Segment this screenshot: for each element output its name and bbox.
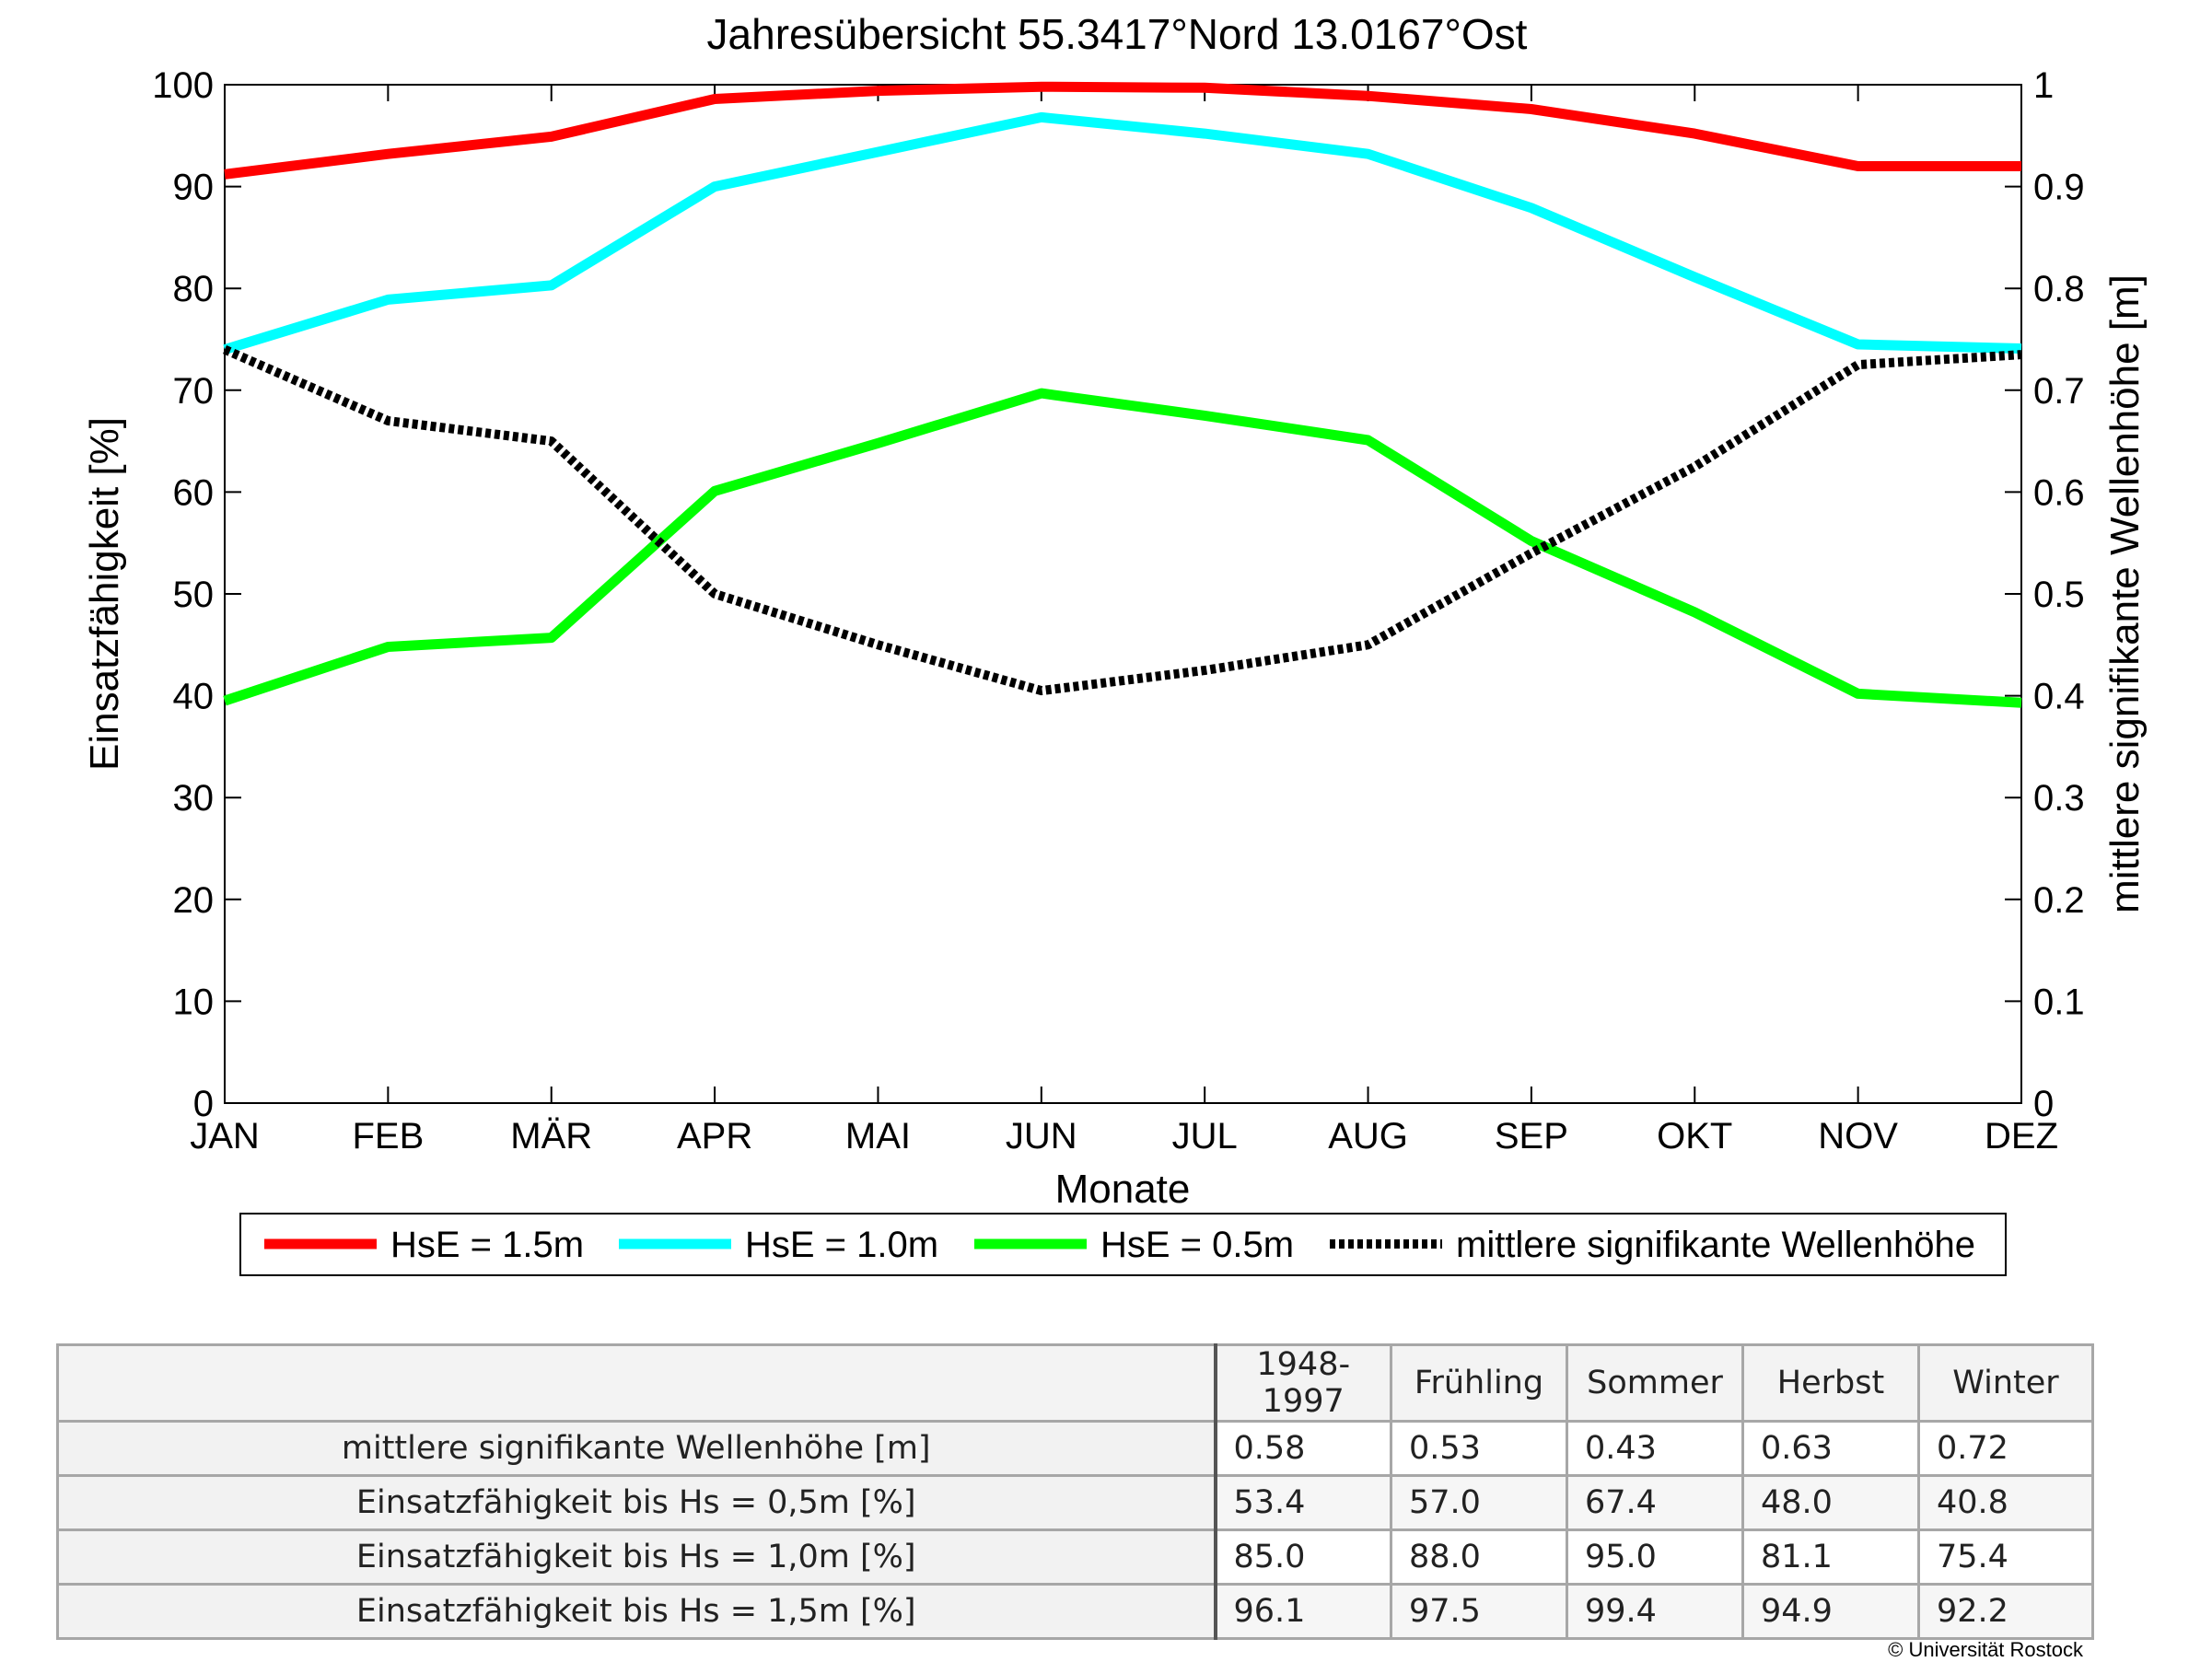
x-tick-label: APR	[677, 1116, 752, 1156]
x-tick-label: JUL	[1172, 1116, 1238, 1156]
copyright-notice: © Universität Rostock	[1888, 1638, 2083, 1661]
header-winter: Winter	[1917, 1343, 2094, 1423]
plot-area	[224, 84, 2022, 1104]
y-right-tick-label: 0.1	[2033, 982, 2085, 1022]
y-left-tick-label: 50	[173, 575, 215, 615]
header-autumn: Herbst	[1741, 1343, 1920, 1423]
row-label: Einsatzfähigkeit bis Hs = 0,5m [%]	[56, 1474, 1217, 1531]
y-left-tick-label: 20	[173, 880, 215, 921]
legend	[239, 1213, 2007, 1276]
y-right-tick-label: 0.4	[2033, 677, 2085, 717]
y-right-tick-label: 0.5	[2033, 575, 2085, 615]
x-tick-label: OKT	[1657, 1116, 1732, 1156]
legend-label-1: HsE = 1.0m	[745, 1225, 938, 1265]
table-row: Einsatzfähigkeit bis Hs = 0,5m [%] 53.4 …	[56, 1474, 2094, 1531]
y-left-tick-label: 40	[173, 677, 215, 717]
table-cell: 92.2	[1917, 1583, 2094, 1640]
table-cell: 88.0	[1390, 1528, 1568, 1586]
y-right-tick-label: 0.2	[2033, 880, 2085, 921]
y-left-tick-label: 30	[173, 778, 215, 819]
y-right-tick-label: 0.7	[2033, 371, 2085, 412]
series-line-3	[223, 345, 2022, 696]
header-spring: Frühling	[1390, 1343, 1568, 1423]
legend-label-2: HsE = 0.5m	[1100, 1225, 1294, 1265]
table-row: Einsatzfähigkeit bis Hs = 1,5m [%] 96.1 …	[56, 1583, 2094, 1640]
table-cell: 75.4	[1917, 1528, 2094, 1586]
legend-entries: HsE = 1.5m HsE = 1.0m HsE = 0.5m mittlere s…	[264, 1225, 1975, 1265]
table-cell: 0.43	[1566, 1420, 1744, 1477]
chart-title: Jahresübersicht 55.3417°Nord 13.0167°Ost	[707, 10, 1528, 58]
table-cell: 0.72	[1917, 1420, 2094, 1477]
table-cell: 40.8	[1917, 1474, 2094, 1531]
row-label: Einsatzfähigkeit bis Hs = 1,5m [%]	[56, 1583, 1217, 1640]
y-left-tick-label: 90	[173, 168, 215, 208]
table-row: Einsatzfähigkeit bis Hs = 1,0m [%] 85.0 …	[56, 1528, 2094, 1586]
x-tick-label: MÄR	[510, 1116, 592, 1156]
row-label: mittlere signifikante Wellenhöhe [m]	[56, 1420, 1217, 1477]
x-tick-label: DEZ	[1985, 1116, 2058, 1156]
table-cell: 95.0	[1566, 1528, 1744, 1586]
row-label: Einsatzfähigkeit bis Hs = 1,0m [%]	[56, 1528, 1217, 1586]
table-cell: 48.0	[1741, 1474, 1920, 1531]
table-cell: 57.0	[1390, 1474, 1568, 1531]
statistics-table: 1948-1997 Frühling Sommer Herbst Winter …	[56, 1343, 2094, 1640]
x-tick-label: MAI	[845, 1116, 911, 1156]
table-cell: 0.58	[1214, 1420, 1392, 1477]
y-left-tick-label: 100	[152, 65, 214, 106]
legend-label-3: mittlere signifikante Wellenhöhe	[1456, 1225, 1975, 1265]
table-cell: 81.1	[1741, 1528, 1920, 1586]
x-tick-label: NOV	[1818, 1116, 1898, 1156]
header-summer: Sommer	[1566, 1343, 1744, 1423]
y-right-tick-label: 0	[2033, 1084, 2054, 1124]
y-left-tick-label: 70	[173, 371, 215, 412]
series-line-2	[223, 388, 2022, 708]
header-period: 1948-1997	[1214, 1343, 1392, 1423]
x-tick-label: JAN	[190, 1116, 260, 1156]
table-cell: 94.9	[1741, 1583, 1920, 1640]
y-right-tick-label: 0.6	[2033, 472, 2085, 513]
table-cell: 96.1	[1214, 1583, 1392, 1640]
table-cell: 67.4	[1566, 1474, 1744, 1531]
statistics-table-wrapper: 1948-1997 Frühling Sommer Herbst Winter …	[56, 1343, 2094, 1640]
series-line-0	[224, 81, 2021, 180]
table-cell: 53.4	[1214, 1474, 1392, 1531]
table-cell: 85.0	[1214, 1528, 1392, 1586]
table-header-row: 1948-1997 Frühling Sommer Herbst Winter	[56, 1343, 2094, 1423]
y-axis-right-label: mittlere signifikante Wellenhöhe [m]	[2102, 274, 2148, 913]
x-tick-label: FEB	[352, 1116, 424, 1156]
header-blank	[56, 1343, 1217, 1423]
y-axis-left-label: Einsatzfähigkeit [%]	[82, 417, 127, 771]
table-cell: 99.4	[1566, 1583, 1744, 1640]
y-left-tick-label: 80	[173, 269, 215, 309]
table-cell: 97.5	[1390, 1583, 1568, 1640]
series-line-1	[223, 111, 2022, 354]
x-axis-label: Monate	[1055, 1167, 1191, 1212]
y-left-tick-label: 60	[173, 472, 215, 513]
table-cell: 0.63	[1741, 1420, 1920, 1477]
y-right-tick-label: 0.9	[2033, 168, 2085, 208]
y-right-tick-label: 1	[2033, 65, 2054, 106]
y-right-tick-label: 0.3	[2033, 778, 2085, 819]
table-row: mittlere signifikante Wellenhöhe [m] 0.5…	[56, 1420, 2094, 1477]
legend-label-0: HsE = 1.5m	[390, 1225, 584, 1265]
annual-overview-chart: Jahresübersicht 55.3417°Nord 13.0167°Ost…	[82, 10, 2148, 1276]
y-left-tick-label: 10	[173, 982, 215, 1022]
y-right-tick-label: 0.8	[2033, 269, 2085, 309]
axis-ticks: JAN FEB MÄR APR MAI JUN JUL AUG SEP OKT NOV DEZ0102…	[152, 65, 2084, 1156]
table-cell: 0.53	[1390, 1420, 1568, 1477]
y-left-tick-label: 0	[193, 1084, 214, 1124]
series-lines	[223, 81, 2022, 708]
x-tick-label: JUN	[1006, 1116, 1077, 1156]
x-tick-label: AUG	[1328, 1116, 1408, 1156]
x-tick-label: SEP	[1495, 1116, 1568, 1156]
